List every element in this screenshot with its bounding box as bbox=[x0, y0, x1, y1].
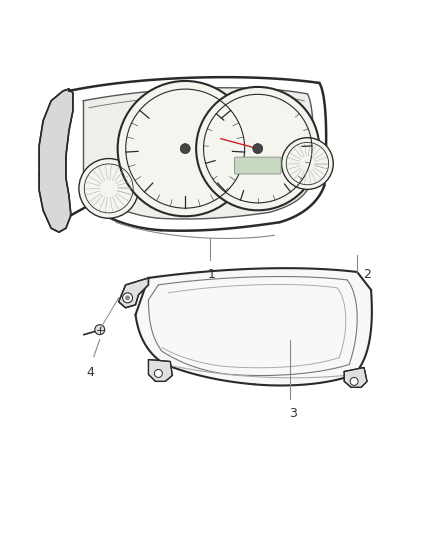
Polygon shape bbox=[344, 367, 367, 387]
Circle shape bbox=[282, 138, 333, 189]
Text: 3: 3 bbox=[289, 407, 297, 420]
Circle shape bbox=[118, 81, 253, 216]
Polygon shape bbox=[39, 89, 73, 232]
Text: 1: 1 bbox=[208, 268, 216, 281]
Polygon shape bbox=[148, 360, 172, 382]
Polygon shape bbox=[135, 268, 372, 385]
Circle shape bbox=[125, 295, 130, 300]
Text: 4: 4 bbox=[86, 367, 94, 379]
FancyBboxPatch shape bbox=[234, 157, 281, 174]
Polygon shape bbox=[83, 88, 313, 219]
Circle shape bbox=[253, 144, 263, 154]
Text: 2: 2 bbox=[363, 268, 371, 281]
Circle shape bbox=[79, 158, 138, 218]
Polygon shape bbox=[119, 278, 148, 308]
Circle shape bbox=[155, 369, 162, 377]
Circle shape bbox=[196, 87, 319, 211]
Circle shape bbox=[180, 144, 190, 154]
Circle shape bbox=[350, 377, 358, 385]
Circle shape bbox=[123, 293, 133, 303]
Circle shape bbox=[95, 325, 105, 335]
